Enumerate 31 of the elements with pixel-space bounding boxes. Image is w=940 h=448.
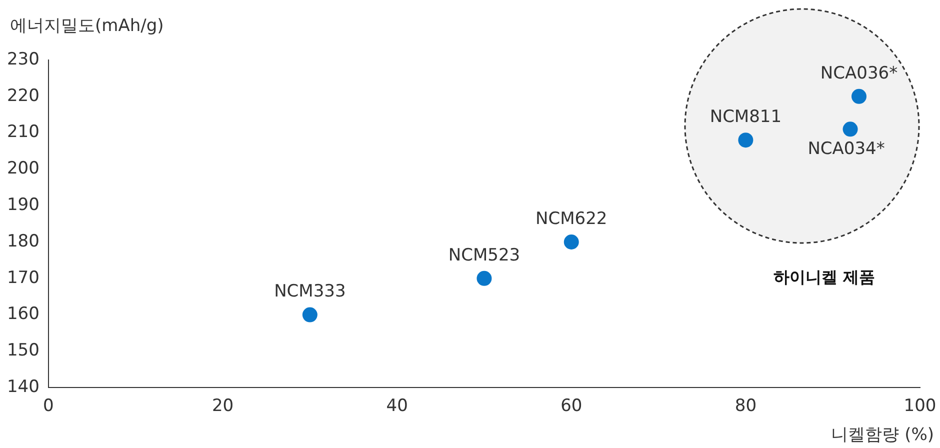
x-axis-title: 니켈함량 (%) [831, 424, 934, 445]
annotation: NCA034* [808, 139, 885, 160]
x-tick-label: 100 [904, 396, 936, 416]
y-tick-label: 180 [6, 231, 40, 252]
annotation: NCA036* [820, 63, 898, 84]
x-tick-label: 0 [43, 396, 54, 416]
annotation: NCM523 [448, 245, 520, 266]
y-tick-label: 230 [6, 49, 40, 70]
point [564, 234, 579, 250]
x-tick-label: 60 [560, 396, 582, 416]
point [851, 88, 866, 104]
point [476, 270, 492, 286]
y-tick-label: 220 [6, 86, 40, 106]
y-axis-title: 에너지밀도(mAh/g) [10, 16, 164, 36]
y-tick-label: 150 [6, 340, 40, 361]
y-tick-label: 190 [6, 195, 40, 216]
x-tick-label: 80 [734, 396, 757, 416]
y-tick-label: 160 [6, 304, 40, 324]
point [842, 122, 858, 137]
point [738, 132, 754, 148]
x-tick-label: 20 [212, 396, 234, 416]
annotation: NCM622 [536, 208, 608, 229]
annotation: NCM333 [274, 282, 346, 302]
annotation: NCM811 [710, 107, 782, 127]
y-tick-label: 200 [6, 158, 40, 179]
point [302, 307, 318, 322]
y-tick-label: 210 [6, 122, 40, 142]
y-tick-label: 170 [6, 268, 40, 288]
annotation: 하이니켈 제품 [773, 268, 875, 287]
y-tick-label: 140 [6, 377, 40, 398]
x-tick-label: 40 [386, 396, 408, 416]
